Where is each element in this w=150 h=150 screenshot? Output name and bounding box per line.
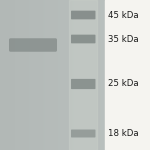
- FancyBboxPatch shape: [9, 38, 57, 52]
- Bar: [69, 0, 97, 150]
- FancyBboxPatch shape: [71, 35, 96, 43]
- FancyBboxPatch shape: [71, 79, 96, 89]
- Text: 45 kDa: 45 kDa: [108, 11, 139, 20]
- Bar: [105, 0, 150, 150]
- Text: 25 kDa: 25 kDa: [108, 80, 139, 88]
- FancyBboxPatch shape: [71, 11, 96, 19]
- Text: 18 kDa: 18 kDa: [108, 129, 139, 138]
- Text: 35 kDa: 35 kDa: [108, 34, 139, 43]
- FancyBboxPatch shape: [71, 130, 96, 137]
